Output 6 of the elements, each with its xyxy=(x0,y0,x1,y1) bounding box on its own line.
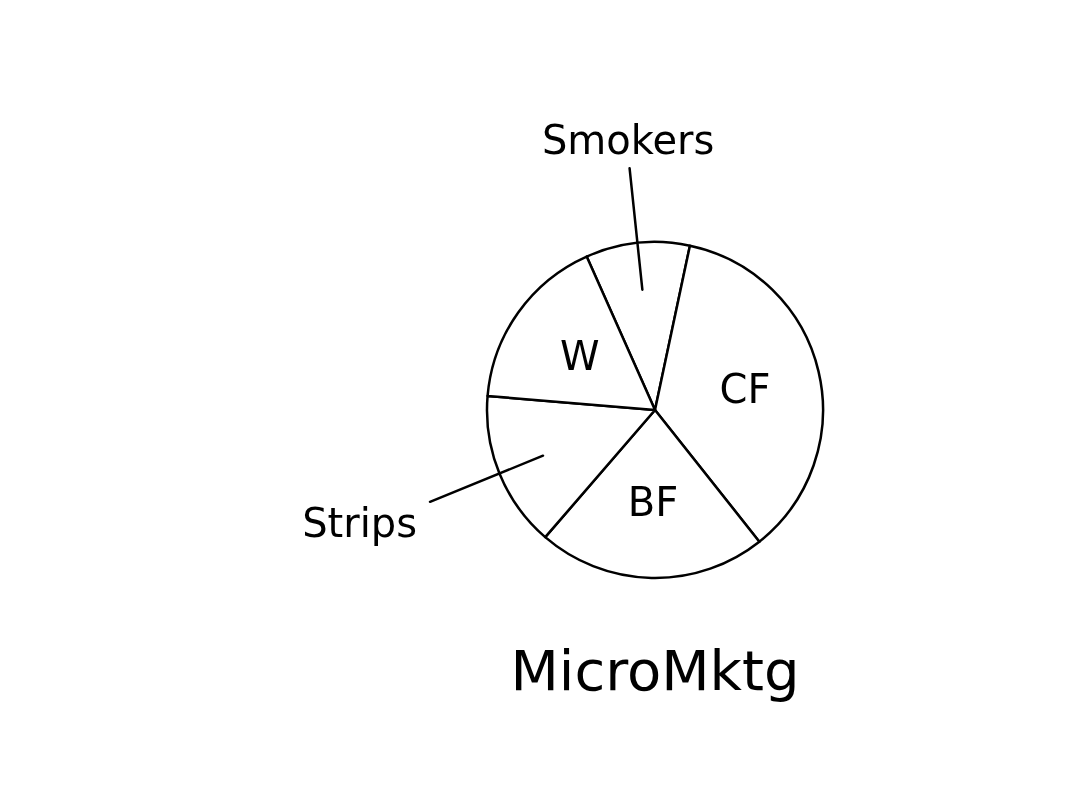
text: MicroMktg xyxy=(510,638,800,703)
slice-label: BF xyxy=(627,479,679,526)
slice-label: Smokers xyxy=(541,117,715,164)
slice-label: CF xyxy=(719,365,771,412)
slice-label: W xyxy=(559,333,600,380)
slice-label: Strips xyxy=(302,499,418,546)
